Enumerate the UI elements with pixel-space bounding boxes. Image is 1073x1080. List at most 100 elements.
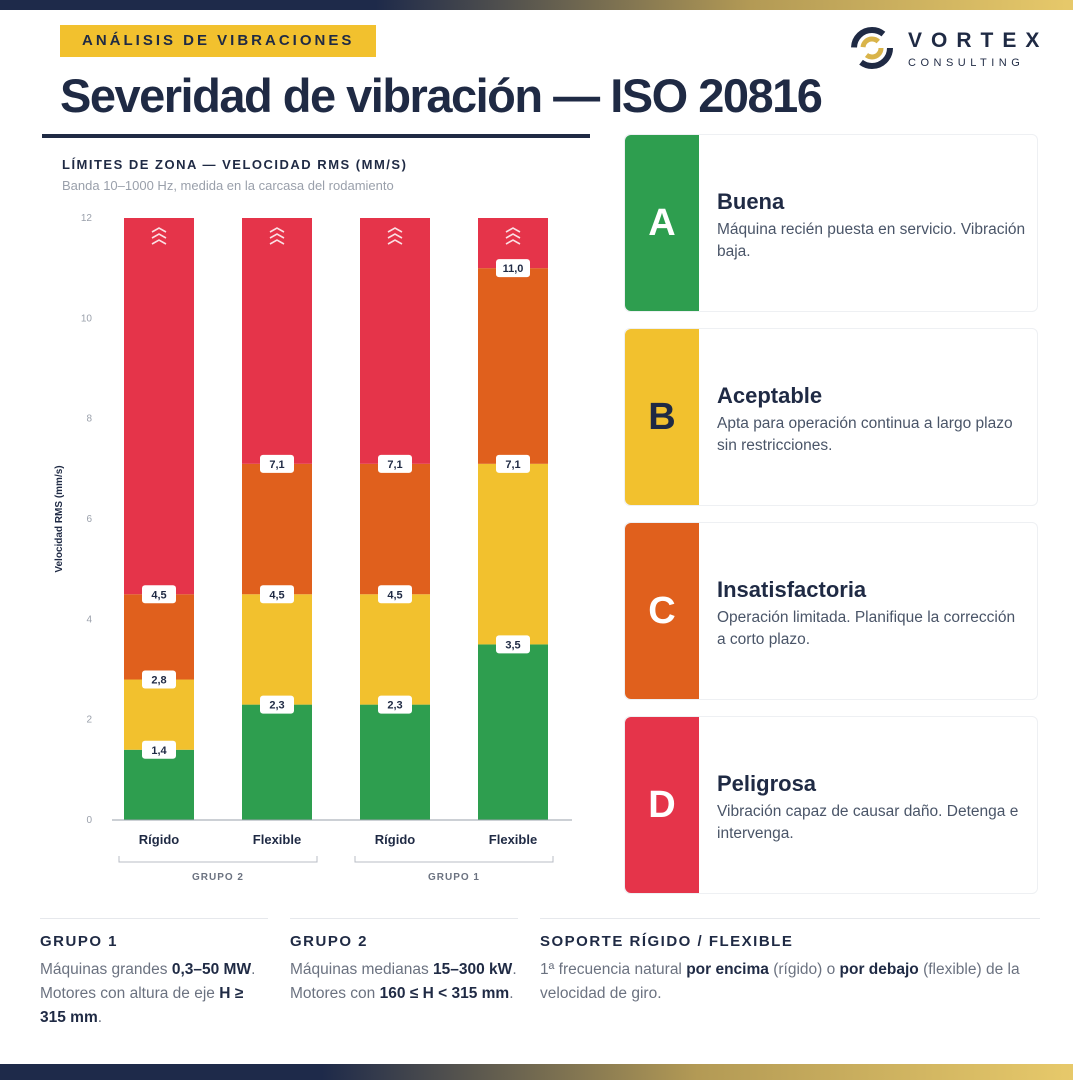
y-tick-label: 0 [86,815,92,826]
note-emphasis: por encima [686,961,769,978]
bar-segment-zone-c [360,463,430,595]
overflow-chevron-icon [505,233,521,239]
note-column: GRUPO 1 Máquinas grandes 0,3–50 MW. Motor… [40,918,268,1030]
bar-segment-zone-d [242,218,312,464]
note-text: . [509,985,514,1002]
bar-segment-zone-b [478,463,548,645]
boundary-label: 2,3 [269,700,284,712]
zone-name: Insatisfactoria [717,577,867,602]
zone-letter: D [625,717,699,893]
page-title: Severidad de vibración — ISO 20816 [60,69,823,122]
boundary-label-box [496,454,530,473]
boundary-label-box [260,454,294,473]
boundary-label: 4,5 [269,589,284,601]
zone-description: Operación limitada. Planifique la correc… [717,609,1016,648]
boundary-label: 4,5 [387,589,402,601]
boundary-label: 3,5 [505,639,520,651]
note-emphasis: 0,3–50 MW [171,961,252,978]
y-axis-label: Velocidad RMS (mm/s) [54,465,65,572]
group-label: GRUPO 1 [428,872,480,883]
logo-name: VORTEX [908,29,1049,52]
y-tick-label: 2 [86,715,92,726]
company-logo: VORTEX CONSULTING [850,26,1060,74]
note-body: Máquinas medianas 15–300 kW. Motores con… [290,958,518,1006]
boundary-label: 11,0 [503,263,524,275]
note-emphasis: 15–300 kW [433,961,513,978]
bar-segment-zone-a [124,749,194,820]
zone-description: Apta para operación continua a largo pla… [717,415,1013,454]
bar-segment-zone-b [360,594,430,705]
boundary-label: 1,4 [151,745,167,757]
note-body: Máquinas grandes 0,3–50 MW. Motores con … [40,958,268,1030]
zone-name: Buena [717,189,785,214]
y-tick-label: 10 [81,313,93,324]
bar-segment-zone-d [360,218,430,464]
zone-card-d: D Peligrosa Vibración capaz de causar daño… [624,716,1038,894]
bar-segment-zone-c [478,268,548,464]
zone-name: Aceptable [717,383,823,408]
zone-name: Peligrosa [717,771,817,796]
boundary-label: 7,1 [269,459,284,471]
note-text: . Motores con [290,961,517,1002]
note-title: SOPORTE RÍGIDO / FLEXIBLE [540,933,794,950]
note-emphasis: por debajo [839,961,919,978]
overflow-chevron-icon [269,227,285,233]
chart-card: LÍMITES DE ZONA — VELOCIDAD RMS (MM/S) B… [42,134,590,896]
boundary-label-box [496,259,530,278]
note-emphasis: H ≥ 315 mm [40,985,244,1026]
note-text: (rígido) o [768,961,840,978]
overflow-chevron-icon [387,239,403,245]
note-text: Máquinas medianas [290,961,434,978]
note-text: . Motores con altura de eje [40,961,256,1002]
bottom-accent-bar [0,1064,1073,1080]
x-tick-label: Rígido [375,832,415,847]
note-text: Máquinas grandes [40,961,172,978]
group-label: GRUPO 2 [192,872,244,883]
x-tick-label: Flexible [489,832,537,847]
zone-card-c: C Insatisfactoria Operación limitada. Plan… [624,522,1038,700]
zone-letter: B [625,329,699,505]
logo-subtitle: CONSULTING [908,57,1025,69]
boundary-label-box [378,585,412,604]
overflow-chevron-icon [269,239,285,245]
bar-segment-zone-d [124,218,194,595]
boundary-label-box [142,740,176,759]
boundary-label-box [142,670,176,689]
note-title: GRUPO 2 [290,933,369,950]
overflow-chevron-icon [387,227,403,233]
overflow-chevron-icon [151,233,167,239]
boundary-label-box [142,585,176,604]
zone-description: Máquina recién puesta en servicio. Vibra… [717,221,1026,260]
boundary-label: 2,8 [151,675,166,687]
note-column: GRUPO 2 Máquinas medianas 15–300 kW. Moto… [290,918,518,1006]
bar-segment-zone-c [242,463,312,595]
bar-segment-zone-b [242,594,312,705]
boundary-label-box [378,454,412,473]
zone-description: Vibración capaz de causar daño. Detenga … [717,803,1019,842]
boundary-label: 2,3 [387,700,402,712]
boundary-label-box [260,695,294,714]
section-tag: ANÁLISIS DE VIBRACIONES [60,25,377,57]
y-tick-label: 6 [86,514,92,525]
overflow-chevron-icon [505,239,521,245]
note-emphasis: 160 ≤ H < 315 mm [379,985,510,1002]
bar-segment-zone-a [478,644,548,820]
overflow-chevron-icon [269,233,285,239]
chart-subtitle: Banda 10–1000 Hz, medida en la carcasa d… [62,178,394,193]
zone-card-b: B Aceptable Apta para operación continua a… [624,328,1038,506]
zone-letter: C [625,523,699,699]
boundary-label-box [378,695,412,714]
y-tick-label: 8 [86,414,92,425]
note-column: SOPORTE RÍGIDO / FLEXIBLE 1ª frecuencia n… [540,918,1040,1006]
bar-segment-zone-c [124,594,194,680]
vortex-logo-icon [851,27,893,69]
y-tick-label: 12 [81,213,93,224]
zone-letter: A [625,135,699,311]
top-accent-bar [0,0,1073,10]
overflow-chevron-icon [151,227,167,233]
bar-segment-zone-a [360,704,430,820]
x-tick-label: Rígido [139,832,179,847]
overflow-chevron-icon [151,239,167,245]
bar-segment-zone-a [242,704,312,820]
y-tick-label: 4 [86,614,92,625]
